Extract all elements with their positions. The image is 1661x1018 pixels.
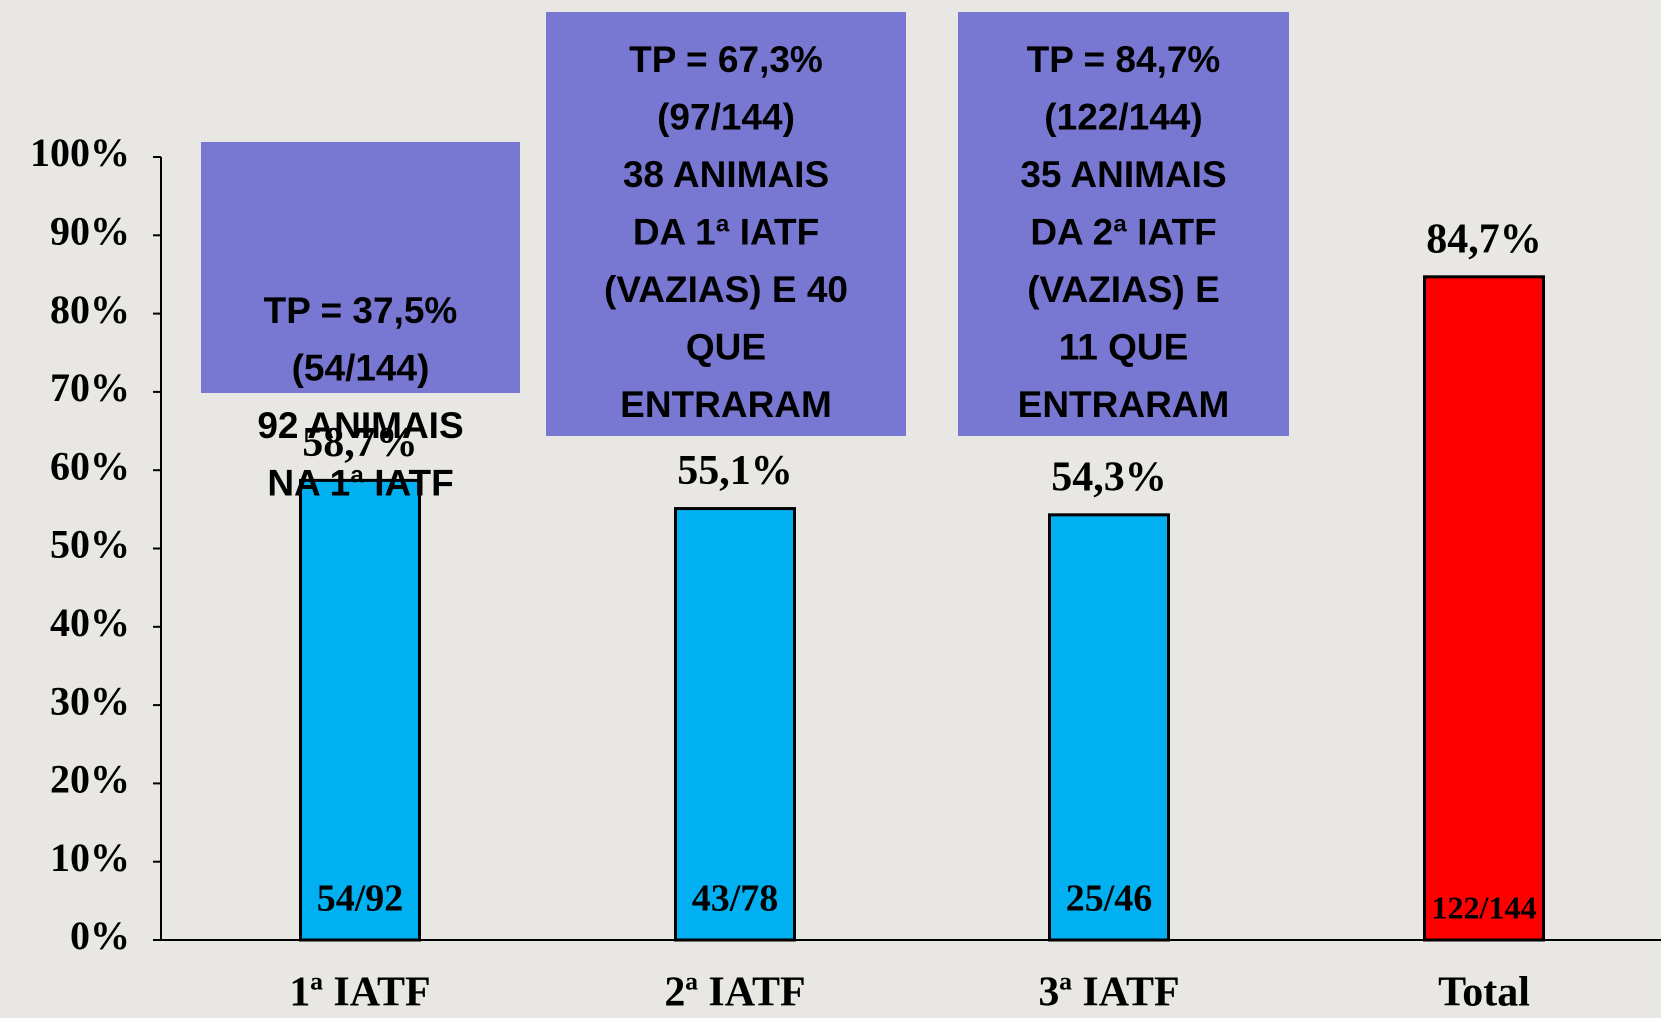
x-tick-label: 1ª IATF <box>289 970 430 1016</box>
inner-label: 25/46 <box>1066 878 1153 920</box>
x-tick-label: 2ª IATF <box>664 970 805 1016</box>
x-tick-label: 3ª IATF <box>1038 970 1179 1016</box>
y-tick-label: 10% <box>50 835 130 880</box>
y-tick-label: 0% <box>70 913 130 958</box>
annotation-text: TP = 37,5% <box>264 290 458 331</box>
annotation-box <box>958 12 1289 436</box>
annotation-text: ENTRARAM <box>1018 384 1230 425</box>
annotation-text: (97/144) <box>657 96 795 137</box>
annotation-text: ENTRARAM <box>620 384 832 425</box>
value-label: 54,3% <box>1051 454 1167 500</box>
bar <box>1423 275 1545 942</box>
annotation-text: DA 2ª IATF <box>1030 211 1216 252</box>
value-label: 55,1% <box>677 448 793 494</box>
annotation-text: (54/144) <box>292 347 430 388</box>
annotation-text: 38 ANIMAIS <box>623 154 829 195</box>
y-tick-label: 80% <box>50 287 130 332</box>
annotation-text: (VAZIAS) E 40 <box>604 269 848 310</box>
y-tick-label: 50% <box>50 522 130 567</box>
annotation-text: TP = 84,7% <box>1027 39 1221 80</box>
y-tick-label: 90% <box>50 208 130 253</box>
annotation-text: 35 ANIMAIS <box>1020 154 1226 195</box>
value-label: 84,7% <box>1426 216 1542 262</box>
inner-label: 54/92 <box>317 878 404 920</box>
annotation-box <box>546 12 906 436</box>
annotation-text: DA 1ª IATF <box>633 211 819 252</box>
annotation-text: (VAZIAS) E <box>1027 269 1220 310</box>
y-tick-label: 30% <box>50 678 130 723</box>
annotation-box <box>201 142 520 393</box>
annotation-text: 92 ANIMAIS <box>257 405 463 446</box>
inner-label: 43/78 <box>692 878 779 920</box>
bar <box>1048 513 1170 942</box>
y-tick-label: 20% <box>50 757 130 802</box>
annotation-text: TP = 67,3% <box>629 39 823 80</box>
x-tick-label: Total <box>1438 970 1530 1016</box>
annotation-text: QUE <box>686 326 766 367</box>
y-tick-label: 100% <box>30 130 130 175</box>
annotation-text: 11 QUE <box>1059 326 1189 367</box>
annotation-text: (122/144) <box>1044 96 1202 137</box>
y-tick-label: 70% <box>50 365 130 410</box>
inner-label: 122/144 <box>1432 889 1537 925</box>
bar <box>299 478 421 942</box>
value-label: 58,7% <box>302 420 418 466</box>
y-tick-label: 40% <box>50 600 130 645</box>
bar <box>674 507 796 942</box>
annotation-text: NA 1ª IATF <box>267 462 453 503</box>
y-tick-label: 60% <box>50 443 130 488</box>
